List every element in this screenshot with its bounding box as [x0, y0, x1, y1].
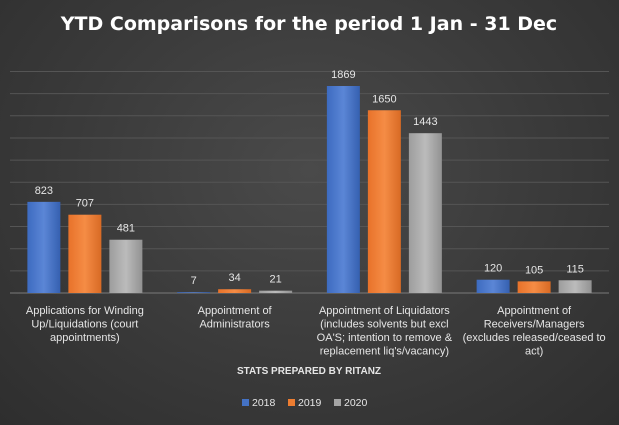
legend-swatch-2018	[242, 399, 249, 406]
bar-2019	[68, 214, 102, 293]
category-label-line: Appointment of Liquidators	[319, 305, 450, 317]
legend-label: 2019	[298, 397, 322, 409]
category-label-line: (includes solvents but excl	[320, 319, 448, 331]
value-label: 707	[76, 198, 94, 210]
category-label-line: Administrators	[199, 319, 270, 331]
legend-swatch-2019	[288, 399, 295, 406]
category-labels: Applications for Winding Up/Liquidations …	[26, 305, 606, 358]
value-label: 115	[566, 263, 584, 275]
category-label: Applications for Winding Up/Liquidations …	[26, 305, 144, 344]
bar-2018	[326, 86, 360, 294]
value-label: 481	[117, 223, 135, 235]
category-label-line: replacement liq's/vacancy)	[320, 346, 449, 358]
bar-2020	[259, 290, 293, 293]
stats-note: STATS PREPARED BY RITANZ	[237, 366, 381, 377]
legend-label: 2020	[344, 397, 368, 409]
value-label: 7	[191, 275, 197, 287]
bar-2020	[558, 280, 592, 293]
value-label: 34	[229, 272, 241, 284]
value-label: 21	[270, 274, 282, 286]
category-label-line: Receivers/Managers	[484, 319, 585, 331]
category-label: Appointment of Liquidators (includes solv…	[317, 305, 453, 358]
bar-2020	[408, 133, 442, 293]
bar-2020	[109, 239, 143, 293]
category-label: Appointment of Administrators	[198, 305, 273, 331]
value-label: 1869	[331, 69, 355, 81]
category-label-line: appointments)	[50, 332, 120, 344]
bar-2018	[177, 292, 211, 294]
value-label: 1650	[372, 93, 396, 105]
category-label-line: Up/Liquidations (court	[31, 319, 138, 331]
legend-swatch-2020	[334, 399, 341, 406]
bar-2019	[218, 289, 252, 293]
legend-label: 2018	[252, 397, 276, 409]
bar-2019	[517, 281, 551, 293]
bars	[27, 86, 592, 294]
value-label: 120	[484, 263, 502, 275]
category-label-line: (excludes released/ceased to	[463, 332, 606, 344]
value-label: 105	[525, 264, 543, 276]
category-label-line: Applications for Winding	[26, 305, 144, 317]
bar-2019	[367, 110, 401, 293]
category-label: Appointment of Receivers/Managers (exclude…	[463, 305, 606, 358]
category-label-line: Appointment of	[497, 305, 572, 317]
value-label: 823	[35, 185, 53, 197]
category-label-line: act)	[525, 346, 543, 358]
category-label-line: OA'S; intention to remove &	[317, 332, 453, 344]
bar-2018	[27, 201, 61, 293]
value-label: 1443	[413, 116, 437, 128]
value-labels: 823 707 481 7 34 21 1869 1650 1443 120 105 115	[35, 69, 584, 287]
chart-title: YTD Comparisons for the period 1 Jan - 3…	[60, 13, 557, 35]
legend: 2018 2019 2020	[242, 397, 368, 409]
bar-2018	[476, 279, 510, 293]
category-label-line: Appointment of	[198, 305, 273, 317]
